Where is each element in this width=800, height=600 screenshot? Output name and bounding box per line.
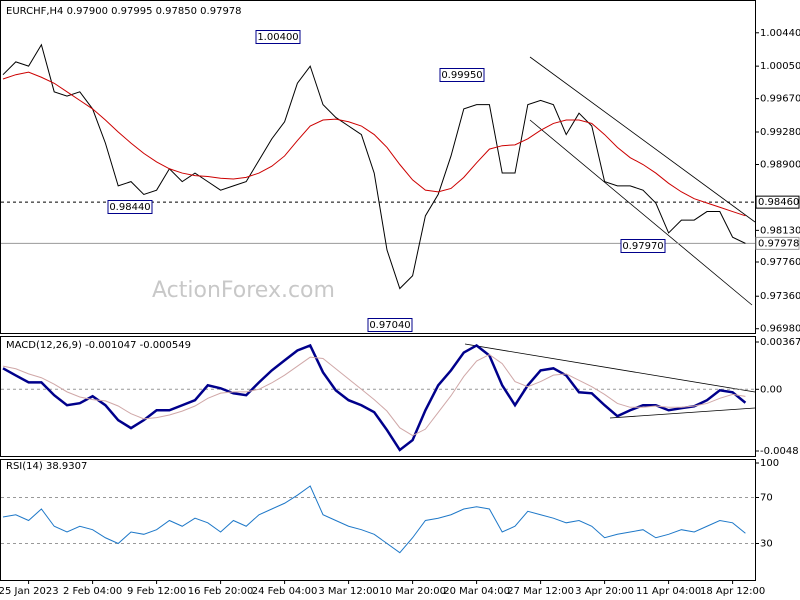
- x-tick-label: 24 Feb 04:00: [252, 586, 318, 597]
- y-tick-label: 70: [760, 493, 773, 504]
- y-tick-label: 0.98130: [760, 225, 800, 236]
- price-panel: [0, 0, 756, 334]
- trend-line: [464, 343, 756, 393]
- y-tick-label: 100: [760, 458, 779, 469]
- y-tick-label: -0.0048: [760, 446, 799, 457]
- x-tick-label: 3 Mar 12:00: [318, 586, 378, 597]
- series-line: [2, 343, 747, 452]
- trend-line: [609, 407, 756, 419]
- y-tick-label: 0.003679: [760, 337, 800, 348]
- annotation: 0.97970: [622, 241, 663, 252]
- y-tick-label: 0.96980: [760, 324, 800, 335]
- x-tick-label: 3 Apr 20:00: [575, 586, 634, 597]
- x-tick-label: 20 Mar 04:00: [443, 586, 510, 597]
- x-tick-label: 11 Apr 04:00: [636, 586, 701, 597]
- x-tick-label: 25 Jan 2023: [0, 586, 59, 597]
- x-tick-label: 9 Feb 12:00: [127, 586, 186, 597]
- annotation-box: [620, 239, 666, 253]
- annotation: 0.97040: [369, 320, 410, 331]
- price-label: 0.98460: [758, 197, 799, 208]
- panel-title: MACD(12,26,9) -0.001047 -0.000549: [6, 340, 191, 351]
- x-tick-label: 10 Mar 20:00: [379, 586, 446, 597]
- y-tick-label: 1.00050: [760, 61, 800, 72]
- y-tick-label: 0.00: [760, 384, 782, 395]
- y-tick-label: 0.97760: [760, 257, 800, 268]
- y-tick-label: 30: [760, 539, 773, 550]
- annotation-box: [439, 68, 485, 82]
- annotation-box: [367, 318, 413, 332]
- y-tick-label: 1.00440: [760, 28, 800, 39]
- rsi-panel: [0, 459, 756, 581]
- annotation: 0.98440: [109, 202, 150, 213]
- x-tick-label: 18 Apr 12:00: [700, 586, 765, 597]
- price-label: 0.97978: [758, 238, 799, 249]
- y-tick-label: 0.98900: [760, 160, 800, 171]
- x-tick-label: 27 Mar 12:00: [507, 586, 574, 597]
- annotation: 0.99950: [441, 70, 482, 81]
- channel-line: [529, 56, 756, 223]
- panel-title: RSI(14) 38.9307: [6, 461, 87, 472]
- series-line: [2, 354, 746, 437]
- watermark: ActionForex.com: [152, 278, 335, 303]
- price-label-box: [755, 236, 800, 250]
- channel-line: [529, 119, 753, 306]
- y-tick-label: 0.97360: [760, 291, 800, 302]
- y-tick-label: 0.99280: [760, 127, 800, 138]
- series-line: [2, 71, 746, 217]
- x-tick-label: 16 Feb 20:00: [188, 586, 254, 597]
- annotation: 1.00400: [257, 32, 298, 43]
- series-line: [2, 43, 746, 290]
- macd-panel: [0, 336, 756, 457]
- annotation-box: [107, 200, 153, 214]
- y-tick-label: 0.99670: [760, 94, 800, 105]
- panel-title: EURCHF,H4 0.97900 0.97995 0.97850 0.9797…: [6, 6, 242, 17]
- price-label-box: [755, 195, 800, 209]
- annotation-box: [255, 30, 301, 44]
- x-tick-label: 2 Feb 04:00: [63, 586, 122, 597]
- series-line: [2, 485, 746, 554]
